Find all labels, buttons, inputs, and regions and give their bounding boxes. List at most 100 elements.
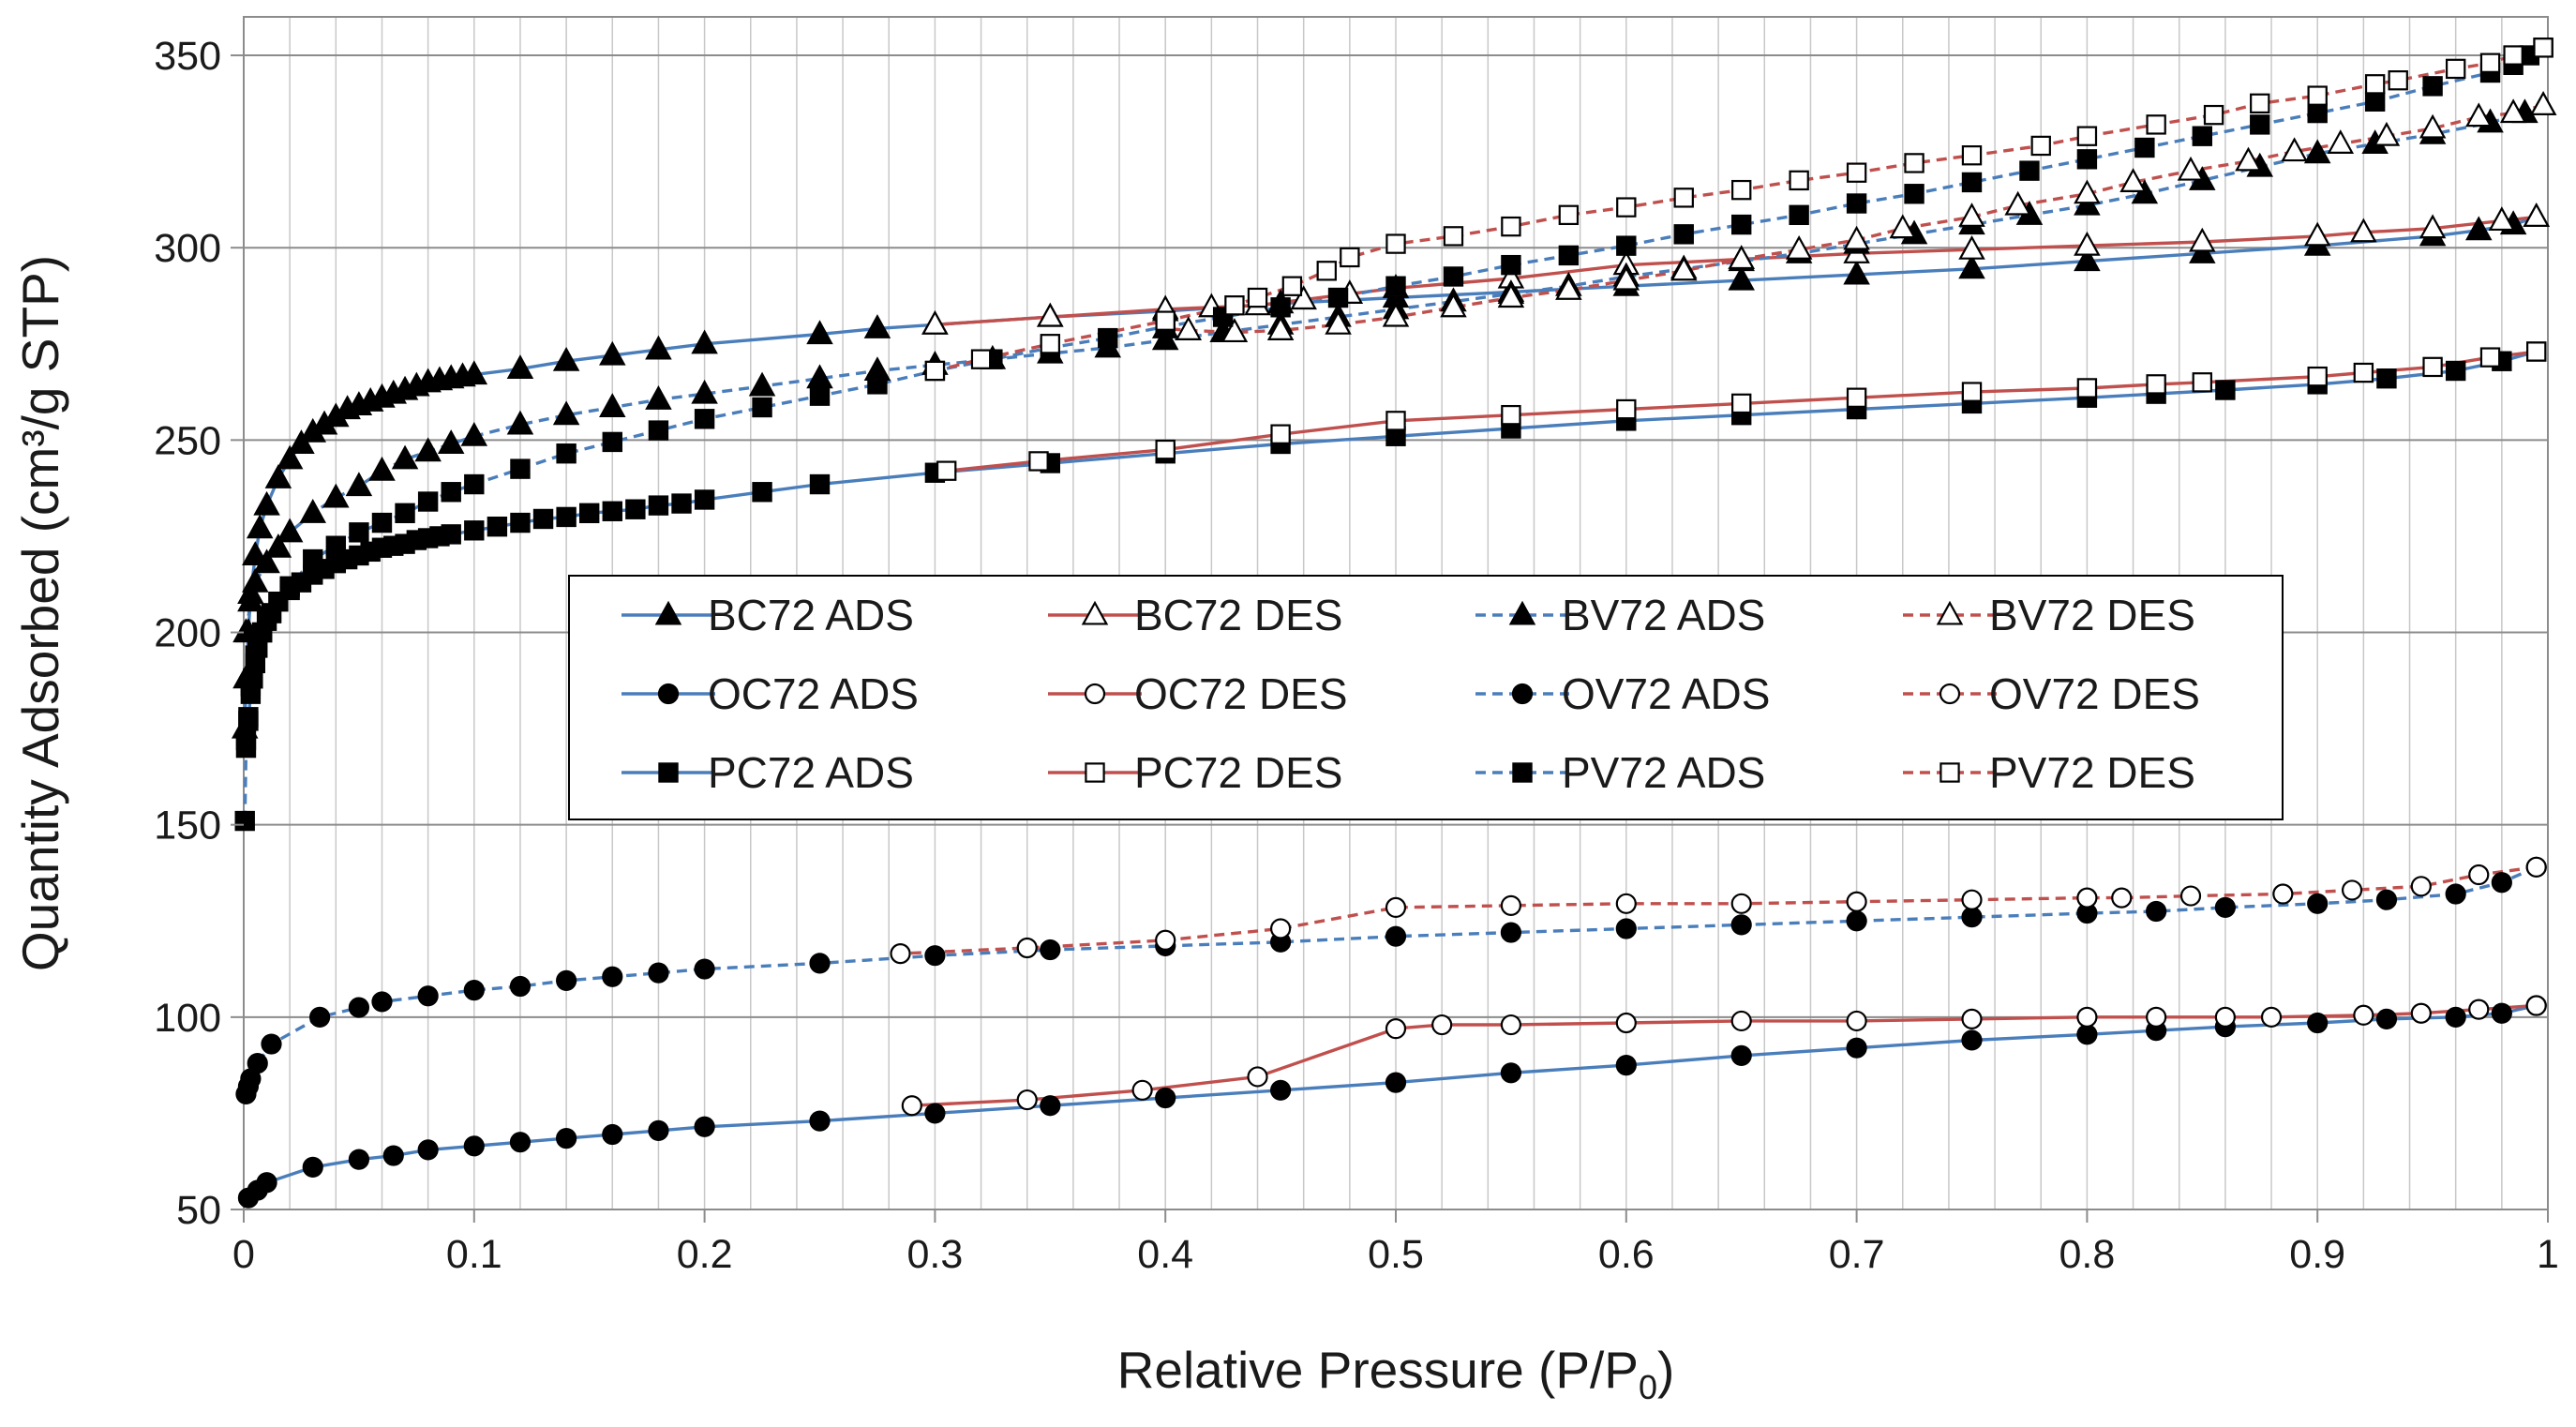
data-point-oc72-ads bbox=[509, 1132, 532, 1153]
data-point-ov72-ads bbox=[2445, 883, 2466, 905]
data-point-ov72-ads bbox=[602, 966, 623, 987]
data-point-pc72-ads bbox=[532, 508, 554, 530]
data-point-oc72-des bbox=[2410, 1002, 2432, 1024]
data-point-oc72-ads bbox=[2375, 1008, 2398, 1029]
data-point-bc72-ads bbox=[1843, 260, 1870, 285]
data-point-bv72-des bbox=[1958, 203, 1985, 227]
x-axis-title-close: ) bbox=[1657, 1341, 1674, 1399]
data-point-pc72-ads bbox=[752, 482, 772, 503]
data-point-bv72-des bbox=[2281, 137, 2308, 162]
data-point-ov72-des bbox=[2179, 885, 2202, 907]
data-point-pv72-des bbox=[1961, 145, 1983, 166]
data-point-pv72-ads bbox=[1904, 184, 1925, 204]
legend-label-ov72-ads: OV72 ADS bbox=[1562, 669, 1770, 718]
legend-marker-ov72-des bbox=[1939, 683, 1961, 705]
data-point-ov72-des bbox=[2076, 887, 2098, 909]
data-point-pc72-des bbox=[1616, 398, 1637, 420]
data-point-pv72-des bbox=[1789, 170, 1809, 191]
data-point-ov72-ads bbox=[1846, 910, 1867, 932]
data-point-oc72-ads bbox=[1730, 1044, 1752, 1066]
data-point-pv72-ads bbox=[752, 397, 772, 418]
data-point-pv72-ads bbox=[234, 810, 255, 832]
data-point-bc72-ads bbox=[460, 360, 488, 385]
legend-marker-oc72-ads bbox=[657, 683, 680, 705]
legend-marker-oc72-des bbox=[1084, 683, 1106, 705]
data-point-pv72-ads bbox=[1730, 214, 1752, 235]
data-point-bv72-des bbox=[2373, 121, 2401, 146]
data-point-ov72-ads bbox=[2214, 896, 2236, 918]
data-point-oc72-des bbox=[1247, 1066, 1268, 1088]
data-point-pc72-des bbox=[2526, 341, 2547, 362]
data-point-oc72-des bbox=[2525, 995, 2547, 1016]
data-point-oc72-des bbox=[1431, 1014, 1453, 1036]
legend: BC72 ADS BC72 DES BV72 ADS BV72 DES OC72 ADS… bbox=[568, 575, 2284, 820]
data-point-oc72-ads bbox=[302, 1156, 323, 1178]
data-point-bv72-des bbox=[1843, 225, 1870, 250]
data-point-bc72-ads bbox=[276, 444, 304, 470]
legend-marker-pc72-ads bbox=[658, 762, 679, 783]
legend-label-pv72-des: PV72 DES bbox=[1989, 748, 2195, 797]
x-tick-label: 0.9 bbox=[2289, 1232, 2345, 1277]
data-point-pc72-des bbox=[1846, 387, 1867, 408]
data-point-bv72-ads bbox=[391, 444, 419, 470]
data-point-pv72-des bbox=[2479, 53, 2501, 73]
data-point-oc72-des bbox=[1016, 1089, 1038, 1111]
data-point-pc72-ads bbox=[556, 506, 577, 528]
data-point-oc72-des bbox=[2353, 1004, 2374, 1026]
data-point-bc72-ads bbox=[2074, 247, 2101, 272]
data-point-ov72-des bbox=[1155, 929, 1176, 951]
series-line-ov72-des bbox=[900, 865, 2537, 955]
data-point-pv72-des bbox=[2250, 93, 2270, 114]
data-point-pv72-des bbox=[2533, 38, 2554, 58]
data-point-pv72-ads bbox=[441, 482, 461, 503]
legend-box bbox=[568, 575, 2284, 820]
data-point-bc72-ads bbox=[1728, 265, 1755, 291]
data-point-pv72-des bbox=[2203, 104, 2224, 126]
data-point-pv72-des bbox=[1340, 247, 1360, 268]
data-point-pv72-des bbox=[1616, 197, 1637, 218]
data-point-ov72-des bbox=[890, 943, 911, 965]
data-point-bv72-ads bbox=[437, 429, 465, 455]
data-point-pv72-ads bbox=[1789, 204, 1809, 226]
data-point-oc72-ads bbox=[1269, 1079, 1292, 1101]
data-point-pv72-ads bbox=[371, 512, 393, 533]
data-point-pc72-des bbox=[1385, 411, 1406, 431]
data-point-oc72-ads bbox=[1846, 1037, 1867, 1059]
data-point-bv72-des bbox=[1889, 214, 1917, 239]
data-point-pc72-ads bbox=[2376, 368, 2397, 389]
x-tick-label: 0.6 bbox=[1598, 1232, 1655, 1277]
data-point-bv72-ads bbox=[414, 437, 442, 462]
data-point-pc72-des bbox=[1028, 451, 1049, 472]
data-point-bv72-ads bbox=[645, 384, 672, 410]
data-point-pc72-ads bbox=[441, 524, 461, 545]
data-point-oc72-des bbox=[2260, 1006, 2283, 1028]
data-point-bv72-des bbox=[2119, 168, 2147, 192]
data-point-bv72-ads bbox=[264, 533, 292, 558]
legend-marker-bc72-des bbox=[1081, 600, 1109, 625]
data-point-bv72-des bbox=[1221, 318, 1249, 343]
data-point-pc72-ads bbox=[671, 493, 692, 514]
x-tick-label: 0.7 bbox=[1829, 1232, 1885, 1277]
data-point-oc72-des bbox=[1730, 1010, 1752, 1032]
data-point-pc72-ads bbox=[2215, 380, 2236, 400]
data-point-pv72-des bbox=[924, 360, 946, 382]
x-tick-label: 0.3 bbox=[907, 1232, 964, 1277]
data-point-bv72-des bbox=[2004, 190, 2031, 216]
data-point-bc72-des bbox=[2488, 206, 2516, 232]
data-point-pv72-ads bbox=[2364, 91, 2386, 112]
data-point-oc72-des bbox=[901, 1095, 922, 1117]
data-point-bc72-ads bbox=[2464, 216, 2493, 241]
data-point-ov72-des bbox=[2111, 887, 2133, 909]
data-point-oc72-ads bbox=[417, 1139, 439, 1161]
legend-label-pc72-des: PC72 DES bbox=[1134, 748, 1342, 797]
data-point-ov72-des bbox=[1846, 891, 1867, 912]
data-point-bv72-des bbox=[2235, 146, 2262, 172]
y-tick-label: 250 bbox=[154, 418, 221, 463]
data-point-pv72-ads bbox=[1961, 172, 1983, 193]
data-point-pv72-des bbox=[970, 349, 992, 369]
series-line-pc72-des bbox=[946, 350, 2537, 473]
data-point-bc72-ads bbox=[645, 335, 672, 360]
data-point-pv72-ads bbox=[556, 443, 577, 464]
y-tick-label: 150 bbox=[154, 804, 221, 849]
data-point-pv72-des bbox=[1558, 204, 1580, 226]
